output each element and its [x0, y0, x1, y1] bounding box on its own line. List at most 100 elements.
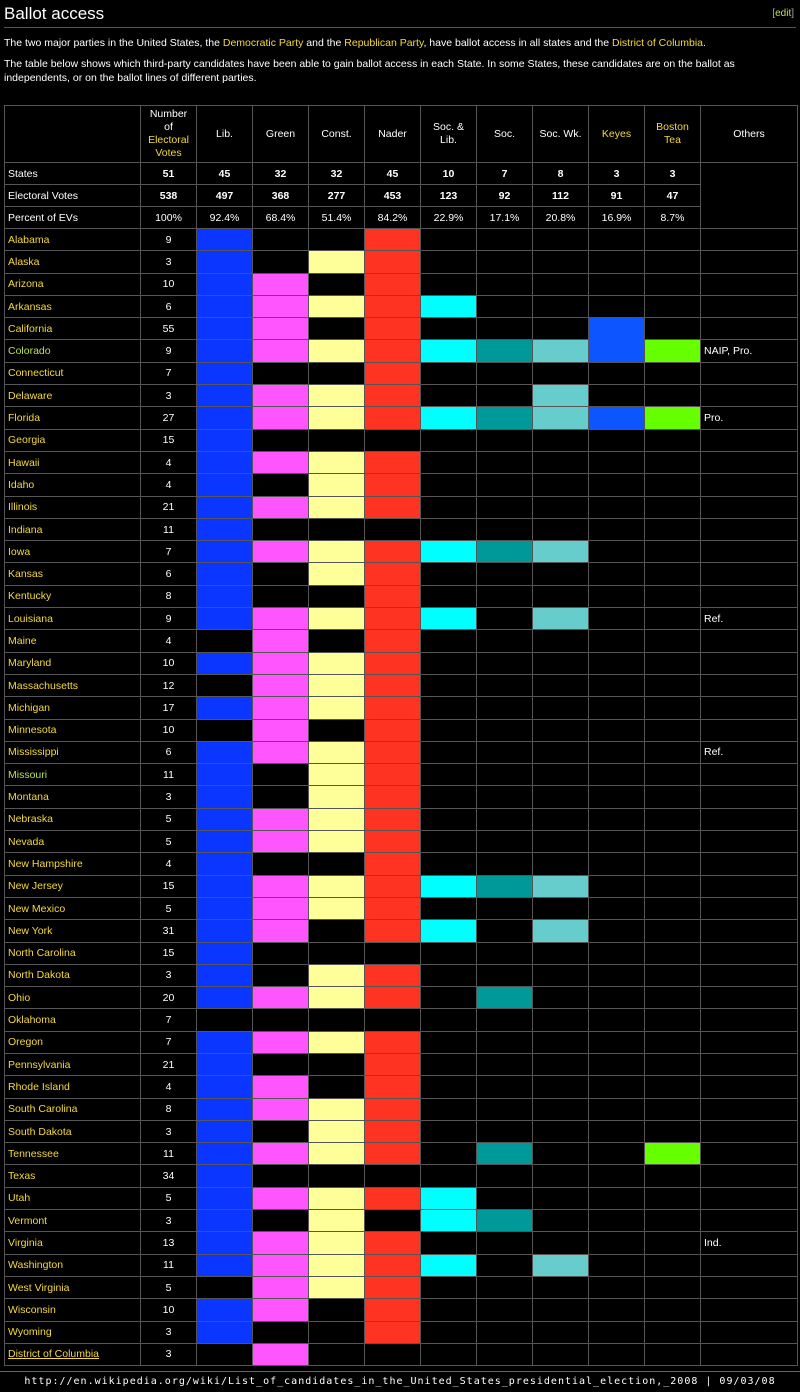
access-cell-lib — [196, 294, 253, 319]
intro-link[interactable]: Democratic Party — [222, 37, 304, 49]
access-cell-keyes — [588, 540, 645, 564]
access-cell-soc — [476, 1008, 533, 1032]
access-cell-soclib — [420, 317, 477, 341]
access-cell-boston — [644, 1298, 701, 1322]
state-link[interactable]: New York — [8, 924, 53, 937]
electoral-votes-link[interactable]: Electoral Votes — [148, 134, 189, 159]
table-row: Kentucky 8 — [4, 584, 798, 609]
state-link[interactable]: North Carolina — [8, 947, 76, 960]
state-ev: 27 — [140, 406, 197, 430]
access-cell-soc — [476, 1209, 533, 1233]
column-header-keyes[interactable]: Keyes — [588, 105, 645, 163]
state-link[interactable]: New Hampshire — [8, 857, 83, 870]
edit-link[interactable]: edit — [775, 8, 792, 19]
state-link[interactable]: Delaware — [8, 389, 53, 402]
state-cell: Arkansas — [4, 294, 141, 319]
access-cell-socwk — [532, 1052, 589, 1077]
state-link[interactable]: Alaska — [8, 255, 40, 268]
state-link[interactable]: District of Columbia — [8, 1348, 100, 1361]
state-link[interactable]: Missouri — [8, 768, 48, 781]
state-link[interactable]: Utah — [8, 1192, 31, 1205]
access-cell-lib — [196, 1209, 253, 1233]
state-link[interactable]: Hawaii — [8, 456, 40, 469]
access-cell-soc — [476, 1097, 533, 1121]
access-cell-boston — [644, 1342, 701, 1367]
state-link[interactable]: Nevada — [8, 835, 45, 848]
others-cell — [700, 317, 798, 341]
state-link[interactable]: Idaho — [8, 478, 35, 491]
state-link[interactable]: Oklahoma — [8, 1014, 56, 1027]
access-cell-socwk — [532, 562, 589, 586]
access-cell-soc — [476, 1275, 533, 1300]
state-link[interactable]: Kansas — [8, 568, 44, 581]
state-link[interactable]: New Mexico — [8, 902, 66, 915]
summary-value-nader: 84.2% — [364, 206, 421, 229]
state-link[interactable]: Alabama — [8, 233, 50, 246]
state-link[interactable]: Virginia — [8, 1237, 43, 1249]
state-link[interactable]: California — [8, 322, 53, 335]
intro-link[interactable]: District of Columbia — [611, 37, 704, 49]
state-link[interactable]: Louisiana — [8, 612, 53, 625]
state-link[interactable]: South Carolina — [8, 1103, 78, 1116]
table-row: South Carolina 8 — [4, 1097, 798, 1121]
access-cell-const — [308, 1030, 365, 1054]
access-cell-soc — [476, 250, 533, 274]
state-cell: Missouri — [4, 763, 141, 787]
access-cell-nader — [364, 1253, 421, 1277]
state-link[interactable]: Arkansas — [8, 300, 52, 313]
state-link[interactable]: Maine — [8, 634, 37, 647]
state-link[interactable]: New Jersey — [8, 880, 63, 893]
state-link[interactable]: Pennsylvania — [8, 1058, 71, 1071]
access-cell-nader — [364, 740, 421, 765]
state-link[interactable]: Washington — [8, 1259, 64, 1272]
state-link[interactable]: Nebraska — [8, 813, 53, 826]
state-link[interactable]: Tennessee — [8, 1147, 59, 1160]
access-cell-nader — [364, 919, 421, 943]
summary-value-const: 277 — [308, 184, 365, 207]
state-link[interactable]: Illinois — [8, 501, 38, 514]
state-link[interactable]: Arizona — [8, 278, 44, 291]
state-ev: 4 — [140, 450, 197, 475]
state-link[interactable]: Montana — [8, 791, 49, 804]
access-cell-green — [252, 651, 309, 675]
state-link[interactable]: Vermont — [8, 1214, 48, 1227]
state-ev: 9 — [140, 227, 197, 252]
state-link[interactable]: South Dakota — [8, 1125, 72, 1138]
intro-link[interactable]: Republican Party — [344, 37, 424, 49]
others-cell — [700, 250, 798, 274]
access-cell-nader — [364, 495, 421, 519]
state-link[interactable]: Connecticut — [8, 367, 64, 380]
state-link[interactable]: Wisconsin — [8, 1303, 56, 1316]
access-cell-nader — [364, 785, 421, 809]
state-link[interactable]: Rhode Island — [8, 1080, 70, 1093]
state-link[interactable]: North Dakota — [8, 969, 70, 982]
state-link[interactable]: Indiana — [8, 523, 43, 536]
state-link[interactable]: West Virginia — [8, 1281, 70, 1294]
others-cell — [700, 1209, 798, 1233]
others-cell — [700, 673, 798, 698]
state-link[interactable]: Ohio — [8, 991, 31, 1004]
state-cell: Oklahoma — [4, 1008, 141, 1032]
state-link[interactable]: Michigan — [8, 701, 51, 714]
column-label[interactable]: Keyes — [601, 127, 632, 140]
access-cell-const — [308, 1231, 365, 1255]
state-link[interactable]: Massachusetts — [8, 679, 79, 692]
others-cell — [700, 1052, 798, 1077]
access-cell-soc — [476, 963, 533, 988]
state-link[interactable]: Colorado — [8, 345, 51, 358]
state-link[interactable]: Georgia — [8, 434, 46, 447]
state-link[interactable]: Wyoming — [8, 1326, 52, 1339]
state-link[interactable]: Mississippi — [8, 746, 59, 759]
state-link[interactable]: Oregon — [8, 1036, 44, 1049]
access-cell-lib — [196, 1186, 253, 1211]
state-link[interactable]: Minnesota — [8, 724, 57, 737]
state-cell: Louisiana — [4, 607, 141, 631]
state-link[interactable]: Texas — [8, 1170, 36, 1183]
column-header-boston[interactable]: Boston Tea — [644, 105, 701, 163]
state-link[interactable]: Iowa — [8, 545, 31, 558]
state-ev: 10 — [140, 1298, 197, 1322]
state-link[interactable]: Florida — [8, 412, 41, 425]
state-link[interactable]: Kentucky — [8, 590, 52, 603]
state-link[interactable]: Maryland — [8, 657, 52, 670]
column-label[interactable]: Boston Tea — [656, 121, 689, 146]
